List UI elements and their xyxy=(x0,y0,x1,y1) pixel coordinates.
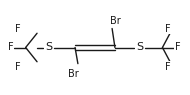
Text: F: F xyxy=(165,61,171,72)
Text: Br: Br xyxy=(110,16,120,26)
Text: Br: Br xyxy=(68,69,78,79)
Text: F: F xyxy=(8,42,13,53)
Text: S: S xyxy=(45,42,52,53)
Text: F: F xyxy=(15,61,21,72)
Text: F: F xyxy=(175,42,180,53)
Text: F: F xyxy=(165,23,171,34)
Text: F: F xyxy=(15,23,21,34)
Text: S: S xyxy=(136,42,143,53)
